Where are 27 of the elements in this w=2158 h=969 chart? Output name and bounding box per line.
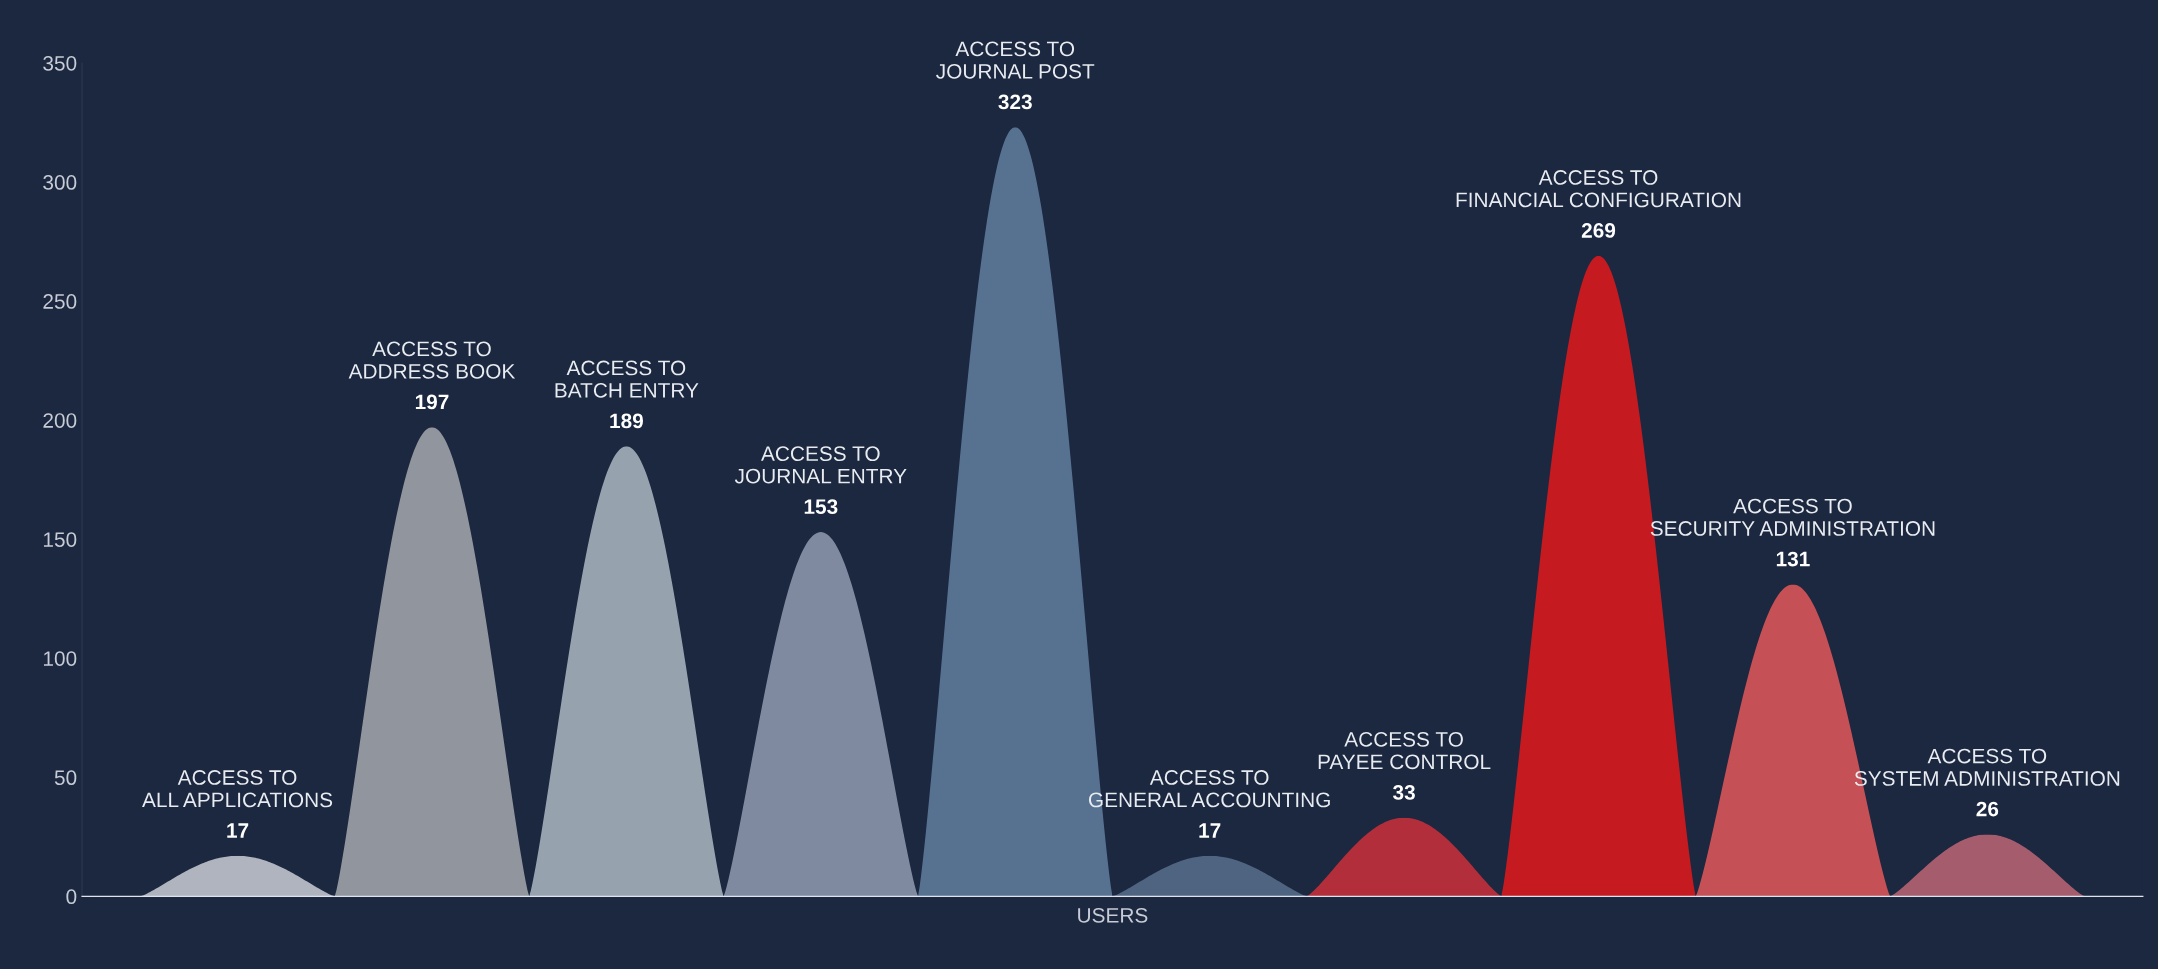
y-tick-label: 250 (43, 294, 77, 309)
data-label: 17 (1199, 823, 1221, 838)
y-tick-label: 0 (66, 889, 77, 905)
y-tick-label: 350 (43, 55, 77, 71)
y-tick-label: 300 (43, 175, 77, 190)
y-tick-label: 100 (43, 651, 77, 666)
x-tick-label: ACCESS TO ALL APPLICATIONS (142, 770, 333, 808)
data-label: 26 (1976, 801, 1999, 817)
x-axis-title: USERS (1078, 907, 1148, 923)
x-tick-label: ACCESS TO JOURNAL ENTRY (734, 446, 907, 484)
x-tick-label: ACCESS TO PAYEE CONTROL (1318, 732, 1491, 770)
x-tick-label: ACCESS TO FINANCIAL CONFIGURATION (1456, 170, 1741, 208)
x-tick-label: ACCESS TO ADDRESS BOOK (348, 341, 516, 379)
data-label: 197 (415, 394, 449, 410)
y-tick-label: 200 (43, 413, 77, 428)
data-label: 189 (610, 413, 643, 429)
y-tick-label: 150 (43, 532, 77, 547)
x-tick-label: ACCESS TO GENERAL ACCOUNTING (1088, 770, 1330, 808)
y-tick-label: 50 (54, 770, 77, 786)
data-label: 33 (1392, 784, 1415, 800)
data-label: 17 (227, 823, 249, 838)
x-tick-label: ACCESS TO BATCH ENTRY (555, 360, 699, 398)
data-label: 323 (998, 94, 1032, 110)
data-label: 131 (1776, 551, 1810, 567)
data-label: 153 (804, 499, 838, 515)
x-tick-label: ACCESS TO JOURNAL POST (936, 41, 1095, 79)
data-label: 269 (1581, 223, 1616, 238)
